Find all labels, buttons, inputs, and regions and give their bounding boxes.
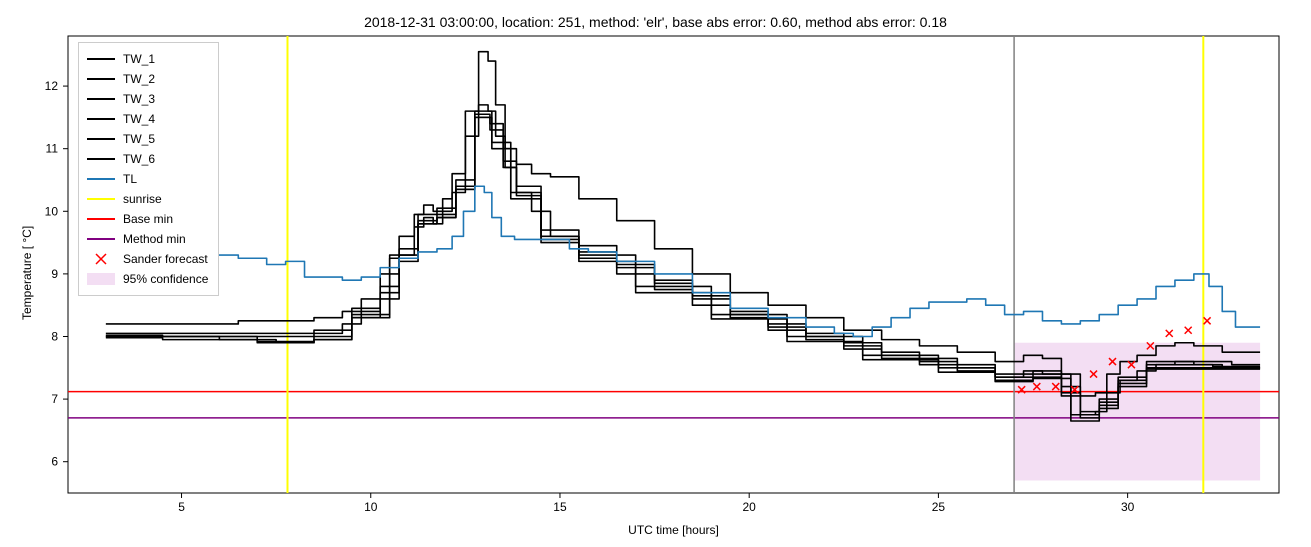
chart-title: 2018-12-31 03:00:00, location: 251, meth…	[0, 14, 1311, 30]
svg-text:9: 9	[51, 267, 58, 281]
legend-label: TW_5	[123, 132, 155, 146]
svg-text:15: 15	[553, 500, 567, 514]
legend-item: TW_3	[87, 89, 208, 109]
svg-text:12: 12	[45, 79, 59, 93]
legend-item: 95% confidence	[87, 269, 208, 289]
svg-text:25: 25	[932, 500, 946, 514]
svg-text:10: 10	[45, 204, 59, 218]
svg-text:20: 20	[743, 500, 757, 514]
legend-item: Method min	[87, 229, 208, 249]
legend-label: Sander forecast	[123, 252, 208, 266]
legend-label: TW_3	[123, 92, 155, 106]
chart-container: 2018-12-31 03:00:00, location: 251, meth…	[0, 0, 1311, 547]
legend-label: TW_4	[123, 112, 155, 126]
svg-text:5: 5	[178, 500, 185, 514]
svg-text:7: 7	[51, 392, 58, 406]
legend-label: sunrise	[123, 192, 162, 206]
legend-label: Method min	[123, 232, 186, 246]
legend-item: TW_6	[87, 149, 208, 169]
svg-text:11: 11	[46, 142, 59, 156]
svg-text:10: 10	[364, 500, 378, 514]
legend-item: Sander forecast	[87, 249, 208, 269]
legend-label: TW_1	[123, 52, 155, 66]
legend-item: TW_4	[87, 109, 208, 129]
legend-item: TW_2	[87, 69, 208, 89]
legend-item: sunrise	[87, 189, 208, 209]
legend-item: TL	[87, 169, 208, 189]
legend-item: TW_1	[87, 49, 208, 69]
legend-item: TW_5	[87, 129, 208, 149]
legend-item: Base min	[87, 209, 208, 229]
svg-text:8: 8	[51, 329, 58, 343]
svg-text:30: 30	[1121, 500, 1135, 514]
x-axis-label: UTC time [hours]	[614, 523, 734, 537]
legend-label: TW_2	[123, 72, 155, 86]
legend-label: TW_6	[123, 152, 155, 166]
legend-label: 95% confidence	[123, 272, 208, 286]
legend-label: Base min	[123, 212, 173, 226]
y-axis-label: Temperature [ °C]	[20, 225, 34, 319]
legend: TW_1 TW_2 TW_3 TW_4 TW_5 TW_6 TL sunrise Base mi…	[78, 42, 219, 296]
legend-label: TL	[123, 172, 137, 186]
svg-text:6: 6	[51, 455, 58, 469]
